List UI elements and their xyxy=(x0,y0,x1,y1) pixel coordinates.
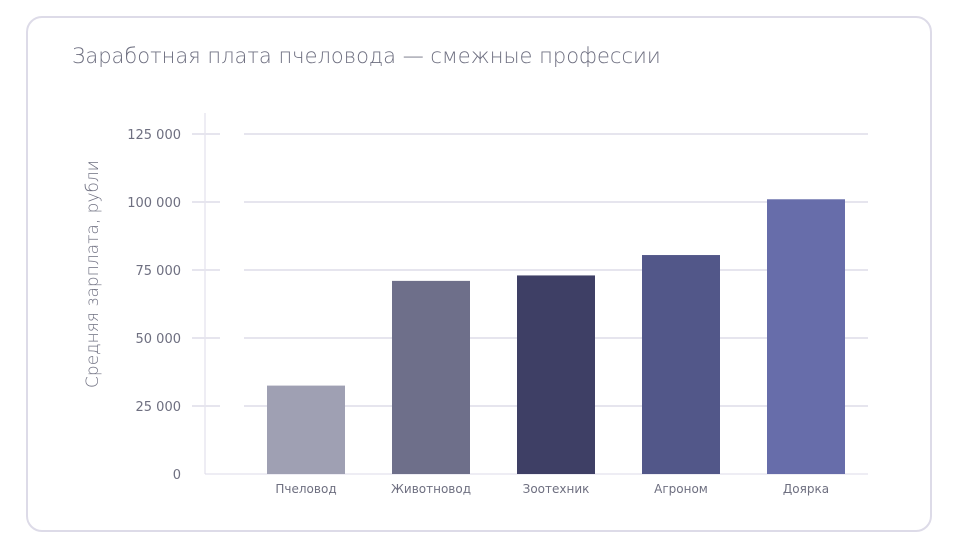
y-tick-label: 75 000 xyxy=(136,264,182,279)
y-tick-label: 100 000 xyxy=(127,196,181,211)
y-tick-label: 125 000 xyxy=(127,128,181,143)
bar-4 xyxy=(642,255,720,474)
y-tick-label: 50 000 xyxy=(136,332,182,347)
chart-card xyxy=(26,16,932,532)
bar-1 xyxy=(267,385,345,474)
chart-title: Заработная плата пчеловода — смежные про… xyxy=(72,44,661,68)
x-tick-label: Животновод xyxy=(391,482,471,496)
y-tick-label: 25 000 xyxy=(136,400,182,415)
x-tick-label: Пчеловод xyxy=(275,482,336,496)
bar-3 xyxy=(517,275,595,474)
bar-5 xyxy=(767,199,845,474)
bar-2 xyxy=(392,280,470,474)
y-axis-label: Средняя зарплата, рубли xyxy=(83,160,103,388)
y-tick-label: 0 xyxy=(173,468,181,483)
x-tick-label: Агроном xyxy=(654,482,708,496)
x-tick-label: Доярка xyxy=(783,482,829,496)
x-tick-label: Зоотехник xyxy=(523,482,590,496)
